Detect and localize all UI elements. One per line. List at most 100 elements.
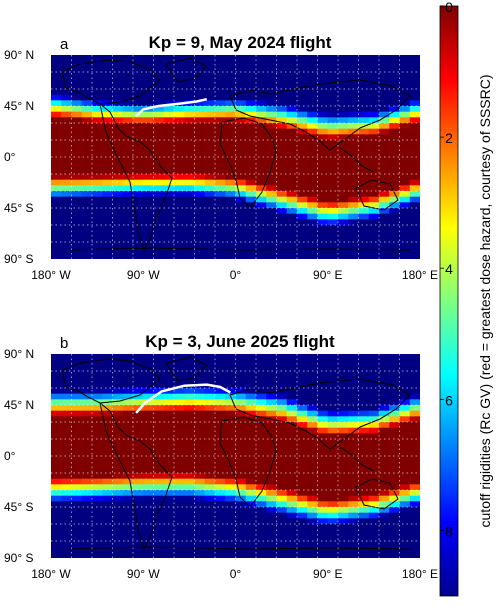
- heatmap-cell: [61, 100, 73, 107]
- heatmap-cell: [389, 134, 401, 141]
- heatmap-cell: [133, 422, 144, 429]
- heatmap-cell: [81, 111, 93, 118]
- heatmap-cell: [338, 60, 349, 67]
- heatmap-cell: [317, 365, 329, 372]
- heatmap-cell: [122, 461, 134, 468]
- heatmap-cell: [399, 359, 411, 366]
- heatmap-cell: [215, 225, 226, 232]
- heatmap-cell: [245, 376, 257, 383]
- heatmap-cell: [256, 393, 267, 400]
- heatmap-cell: [266, 535, 278, 542]
- heatmap-cell: [133, 179, 144, 186]
- heatmap-cell: [215, 162, 226, 169]
- x-tick-label: 0°: [230, 567, 242, 581]
- heatmap-cell: [286, 151, 298, 158]
- heatmap-cell: [102, 439, 114, 446]
- heatmap-cell: [317, 106, 329, 113]
- heatmap-cell: [112, 128, 124, 135]
- heatmap-cell: [174, 507, 185, 514]
- heatmap-cell: [297, 242, 308, 249]
- heatmap-cell: [112, 405, 124, 412]
- heatmap-cell: [399, 100, 411, 107]
- colorbar-tick-label: 0: [445, 0, 453, 15]
- heatmap-cell: [184, 541, 196, 548]
- heatmap-cell: [81, 473, 93, 480]
- heatmap-cell: [122, 185, 134, 192]
- heatmap-cell: [174, 219, 185, 226]
- heatmap-cell: [297, 168, 308, 175]
- heatmap-cell: [184, 422, 196, 429]
- heatmap-cell: [153, 157, 165, 164]
- heatmap-cell: [338, 484, 349, 491]
- heatmap-cell: [297, 422, 308, 429]
- heatmap-cell: [215, 388, 226, 395]
- heatmap-cell: [163, 72, 175, 79]
- heatmap-cell: [51, 501, 62, 508]
- heatmap-cell: [327, 106, 339, 113]
- heatmap-cell: [61, 393, 73, 400]
- heatmap-cell: [409, 388, 420, 395]
- heatmap-cell: [194, 128, 206, 135]
- heatmap-cell: [368, 72, 380, 79]
- heatmap-cell: [133, 157, 144, 164]
- heatmap-cell: [389, 467, 401, 474]
- heatmap-cell: [184, 151, 196, 158]
- heatmap-cell: [122, 518, 134, 525]
- heatmap-cell: [92, 55, 103, 62]
- heatmap-cell: [409, 490, 420, 497]
- heatmap-cell: [368, 524, 380, 531]
- heatmap-cell: [245, 422, 257, 429]
- heatmap-cell: [379, 162, 390, 169]
- heatmap-cell: [409, 512, 420, 519]
- heatmap-cell: [174, 128, 185, 135]
- heatmap-cell: [307, 123, 319, 130]
- heatmap-cell: [276, 140, 288, 147]
- heatmap-cell: [399, 546, 411, 553]
- heatmap-cell: [61, 359, 73, 366]
- heatmap-cell: [256, 242, 267, 249]
- heatmap-cell: [297, 416, 308, 423]
- heatmap-cell: [71, 416, 83, 423]
- heatmap-cell: [81, 145, 93, 152]
- heatmap-cell: [143, 376, 155, 383]
- heatmap-cell: [225, 72, 237, 79]
- heatmap-cell: [92, 541, 103, 548]
- heatmap-cell: [389, 83, 401, 90]
- heatmap-cell: [368, 253, 380, 259]
- heatmap-cell: [184, 518, 196, 525]
- heatmap-cell: [92, 376, 103, 383]
- heatmap-cell: [225, 456, 237, 463]
- heatmap-cell: [81, 478, 93, 485]
- heatmap-cell: [266, 444, 278, 451]
- heatmap-cell: [338, 427, 349, 434]
- heatmap-cell: [317, 541, 329, 548]
- heatmap-cell: [204, 94, 216, 101]
- heatmap-cell: [245, 225, 257, 232]
- heatmap-cell: [235, 461, 247, 468]
- heatmap-cell: [317, 490, 329, 497]
- heatmap-cell: [358, 100, 370, 107]
- heatmap-cell: [215, 410, 226, 417]
- heatmap-cell: [266, 128, 278, 135]
- heatmap-cell: [81, 117, 93, 124]
- heatmap-cell: [307, 60, 319, 67]
- heatmap-cell: [51, 191, 62, 198]
- heatmap-cell: [122, 196, 134, 203]
- heatmap-cell: [317, 213, 329, 220]
- heatmap-cell: [174, 117, 185, 124]
- heatmap-cell: [297, 354, 308, 361]
- heatmap-cell: [51, 117, 62, 124]
- heatmap-cell: [163, 501, 175, 508]
- heatmap-cell: [92, 134, 103, 141]
- heatmap-cell: [133, 450, 144, 457]
- heatmap-cell: [204, 128, 216, 135]
- heatmap-cell: [51, 410, 62, 417]
- heatmap-cell: [194, 208, 206, 215]
- heatmap-cell: [276, 473, 288, 480]
- heatmap-cell: [379, 83, 390, 90]
- heatmap-cell: [317, 77, 329, 84]
- heatmap-cell: [194, 100, 206, 107]
- heatmap-cell: [368, 202, 380, 209]
- heatmap-cell: [51, 388, 62, 395]
- heatmap-cell: [379, 382, 390, 389]
